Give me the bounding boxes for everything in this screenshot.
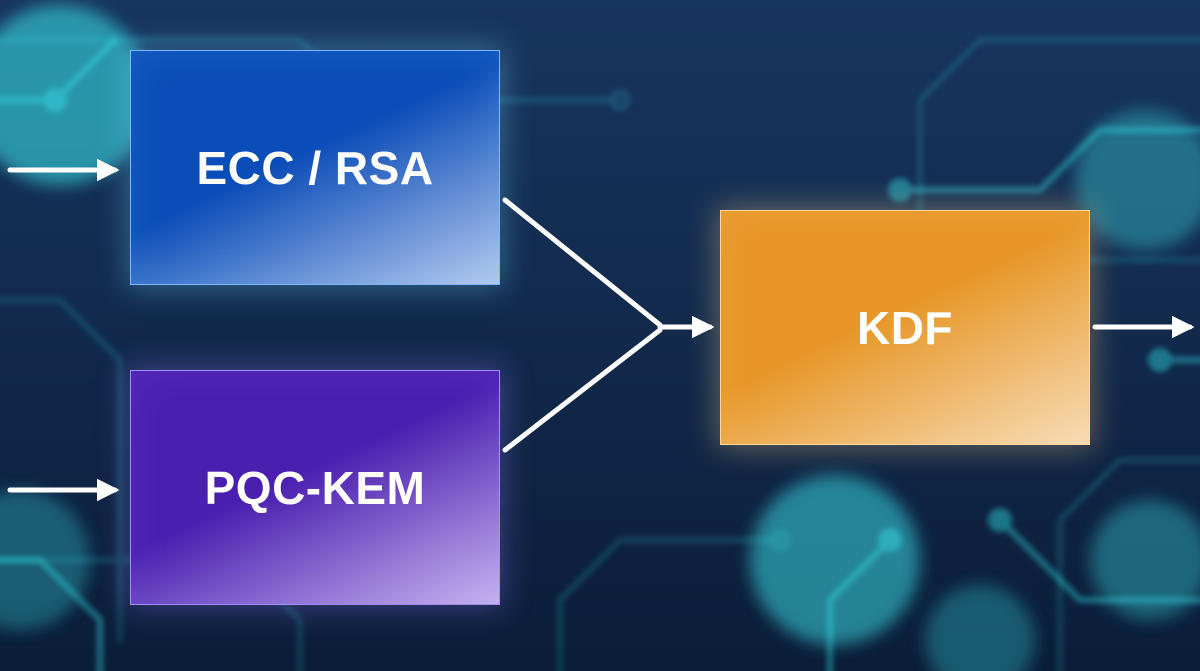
- node-kdf: KDF: [720, 210, 1090, 445]
- node-pqc_kem: PQC-KEM: [130, 370, 500, 605]
- node-label-pqc_kem: PQC-KEM: [205, 461, 426, 515]
- node-label-kdf: KDF: [857, 301, 953, 355]
- diagram-canvas: ECC / RSA PQC-KEM KDF: [0, 0, 1200, 671]
- node-label-ecc_rsa: ECC / RSA: [196, 141, 433, 195]
- node-ecc_rsa: ECC / RSA: [130, 50, 500, 285]
